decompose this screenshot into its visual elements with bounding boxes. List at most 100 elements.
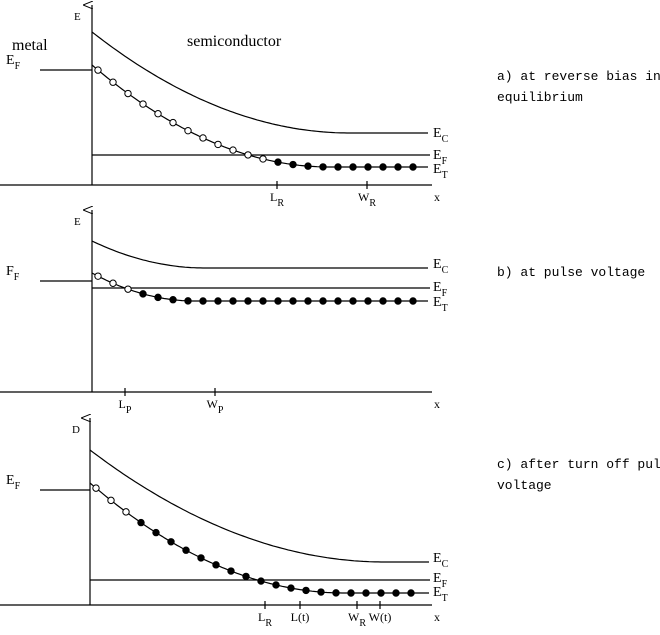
level-label: EF [433, 280, 448, 299]
metal-fermi-label-main: F [6, 264, 14, 279]
tick-label-main: W [207, 397, 219, 411]
tick-label: WR [358, 190, 376, 209]
caption: voltage [497, 478, 552, 493]
level-label-main: E [433, 551, 442, 566]
tick-label-main: L [258, 610, 265, 624]
empty-trap [139, 100, 147, 108]
filled-trap [227, 567, 235, 575]
conduction-band [89, 449, 429, 563]
level-label-main: E [433, 295, 442, 310]
tick-label: WR [348, 610, 366, 629]
tick-label-main: W [358, 190, 370, 204]
metal-fermi-label-sub: F [14, 272, 20, 283]
filled-trap [409, 297, 417, 305]
level-label-main: E [433, 148, 442, 163]
empty-trap [107, 496, 115, 505]
axis-label: D [72, 424, 80, 436]
level-label-main: E [433, 585, 442, 600]
filled-trap [377, 589, 385, 597]
tick-label: W(t) [369, 610, 392, 624]
filled-trap [364, 163, 372, 171]
tick-label: LR [270, 190, 284, 209]
filled-trap [347, 589, 355, 597]
tick-label: WP [207, 397, 224, 416]
empty-trap [92, 484, 100, 492]
filled-trap [287, 584, 295, 592]
empty-trap [229, 146, 237, 154]
filled-trap [274, 158, 282, 166]
filled-trap [272, 581, 280, 589]
level-label: ET [433, 162, 448, 181]
filled-trap [137, 518, 145, 527]
conduction-band [91, 240, 428, 269]
filled-trap [182, 546, 190, 554]
region-label: metal [12, 37, 48, 54]
level-label: EC [433, 257, 449, 276]
metal-fermi-label: FF [6, 264, 20, 283]
filled-trap [139, 290, 147, 298]
level-label-sub: F [442, 579, 448, 590]
filled-trap [154, 293, 162, 302]
level-label-sub: F [442, 288, 448, 299]
filled-trap [392, 589, 400, 597]
level-label: ET [433, 295, 448, 314]
level-label: EC [433, 551, 449, 570]
caption: b) at pulse voltage [497, 265, 645, 280]
level-label: EC [433, 126, 449, 145]
filled-trap [319, 297, 327, 305]
filled-trap [152, 528, 160, 537]
filled-trap [394, 297, 402, 305]
filled-trap [407, 589, 415, 597]
empty-trap [244, 151, 252, 159]
filled-trap [379, 163, 387, 171]
filled-trap [167, 538, 175, 546]
empty-trap [259, 155, 267, 163]
metal-fermi-label-main: E [6, 53, 15, 68]
filled-trap [334, 163, 342, 171]
filled-trap [229, 297, 237, 305]
filled-trap [244, 297, 252, 305]
filled-trap [197, 554, 205, 562]
tick-label: LP [119, 397, 132, 416]
level-label-sub: C [442, 559, 449, 570]
filled-trap [349, 163, 357, 171]
level-label-sub: T [442, 303, 448, 314]
empty-trap [169, 118, 177, 127]
level-label-sub: C [442, 134, 449, 145]
metal-fermi-label-sub: F [15, 481, 21, 492]
level-label: EF [433, 148, 448, 167]
trap-level [91, 64, 428, 168]
empty-trap [94, 66, 102, 74]
level-label-sub: F [442, 156, 448, 167]
tick-label-main: W [348, 610, 360, 624]
filled-trap [319, 163, 327, 171]
level-label-sub: T [442, 170, 448, 181]
tick-label-main: L [270, 190, 277, 204]
filled-trap [334, 297, 342, 305]
level-label-sub: T [442, 593, 448, 604]
filled-trap [212, 561, 220, 569]
level-label-sub: C [442, 265, 449, 276]
filled-trap [317, 588, 325, 596]
empty-trap [199, 134, 207, 142]
filled-trap [289, 160, 297, 169]
level-label-main: E [433, 280, 442, 295]
caption: a) at reverse bias in [497, 69, 660, 84]
empty-trap [184, 126, 192, 135]
empty-trap [109, 78, 117, 86]
filled-trap [394, 163, 402, 171]
filled-trap [362, 589, 370, 597]
empty-trap [122, 508, 130, 516]
metal-fermi-label-sub: F [15, 61, 21, 72]
empty-trap [94, 272, 102, 280]
empty-trap [124, 285, 132, 293]
axis-label: E [74, 11, 81, 23]
filled-trap [409, 163, 417, 171]
caption: equilibrium [497, 90, 583, 105]
level-label-main: E [433, 571, 442, 586]
trap-level [89, 482, 429, 594]
filled-trap [304, 162, 312, 170]
level-label-main: E [433, 257, 442, 272]
filled-trap [257, 577, 265, 585]
tick-label-sub: R [359, 618, 366, 629]
